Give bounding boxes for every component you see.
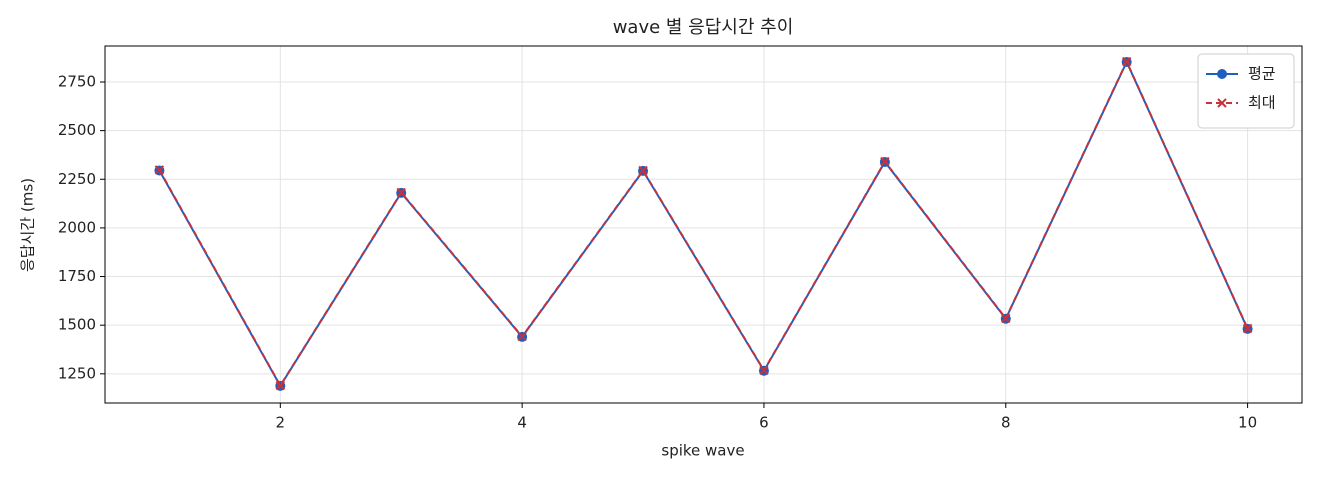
legend-label: 최대: [1248, 94, 1276, 112]
x-axis-label: spike wave: [661, 442, 744, 460]
legend-box: [1197, 53, 1295, 129]
point: [759, 365, 769, 376]
plot-frame: [104, 45, 1303, 404]
legend-marker: [1217, 69, 1227, 79]
point: [1001, 313, 1011, 324]
y-tick-label: 1500: [58, 316, 96, 334]
point: [1121, 56, 1132, 67]
point: [1242, 323, 1253, 334]
y-tick-label: 2000: [58, 218, 96, 236]
point: [880, 156, 890, 167]
point: [517, 331, 527, 342]
point: [638, 165, 648, 176]
x-tick-label: 4: [517, 414, 527, 432]
x-tick-label: 6: [759, 414, 769, 432]
x-tick-label: 2: [276, 414, 286, 432]
point: [275, 380, 286, 391]
legend-marker: [1217, 98, 1227, 108]
series-line: [158, 59, 1249, 388]
legend-label: 평균: [1248, 65, 1276, 83]
x-tick-label: 8: [1001, 414, 1011, 432]
y-tick-label: 1750: [58, 267, 96, 285]
y-tick-label: 2500: [58, 121, 96, 139]
point: [396, 187, 406, 198]
y-tick-label: 1250: [58, 364, 96, 382]
y-tick-label: 2250: [58, 170, 96, 188]
series-line: [158, 59, 1249, 388]
y-axis-label: 응답시간 (ms): [19, 178, 37, 272]
point: [154, 165, 165, 175]
chart-title: wave 별 응답시간 추이: [613, 17, 794, 38]
x-tick-label: 10: [1238, 414, 1257, 432]
y-tick-label: 2750: [58, 72, 96, 90]
